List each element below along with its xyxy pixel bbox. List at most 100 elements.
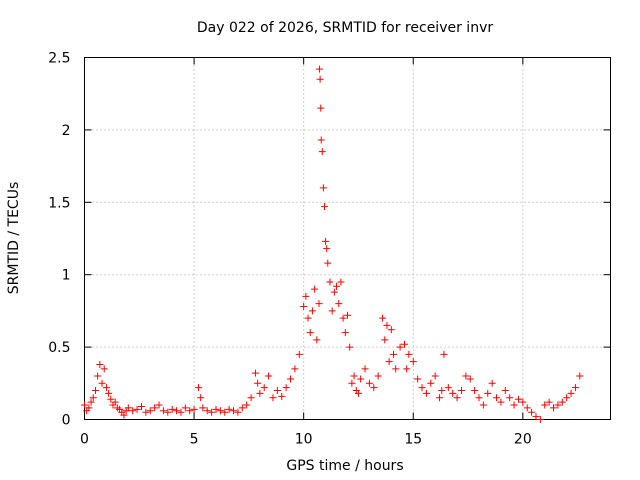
data-point (318, 148, 326, 156)
data-point (203, 407, 211, 415)
data-point (381, 336, 389, 344)
x-tick-label: 0 (80, 432, 89, 448)
data-point (315, 65, 323, 73)
data-point (230, 407, 238, 415)
data-point (278, 392, 286, 400)
data-point (243, 401, 251, 409)
data-point (247, 394, 255, 402)
data-point (497, 398, 505, 406)
data-point (317, 136, 325, 144)
data-point (440, 350, 448, 358)
data-point (85, 404, 93, 412)
data-point (105, 389, 113, 397)
data-point (422, 389, 430, 397)
data-point (576, 372, 584, 380)
data-point (323, 245, 331, 253)
data-point (341, 329, 349, 337)
data-point (405, 350, 413, 358)
data-point (385, 358, 393, 366)
data-point (400, 340, 408, 348)
data-point (164, 408, 172, 416)
data-point (306, 329, 314, 337)
data-point (151, 404, 159, 412)
data-point (313, 336, 321, 344)
data-point (471, 387, 479, 395)
data-point (311, 285, 319, 293)
data-point (168, 405, 176, 413)
data-point (319, 184, 327, 192)
data-point (291, 365, 299, 373)
data-point (322, 237, 330, 245)
data-point (315, 300, 323, 308)
data-point (493, 394, 501, 402)
data-point (479, 401, 487, 409)
data-point (475, 394, 483, 402)
data-point (320, 203, 328, 211)
data-point (558, 398, 566, 406)
data-point (344, 311, 351, 319)
data-point (216, 407, 224, 415)
data-point (124, 404, 132, 412)
data-point (510, 401, 518, 409)
data-point (173, 407, 181, 415)
data-point (260, 384, 268, 392)
data-point (102, 384, 110, 392)
data-point (444, 384, 452, 392)
data-point (519, 398, 527, 406)
data-point (190, 405, 198, 413)
data-point (379, 314, 387, 322)
x-tick-label: 10 (295, 432, 313, 448)
data-point (208, 408, 216, 416)
data-point (523, 404, 531, 412)
data-point (120, 411, 128, 419)
y-axis-label: SRMTID / TECUs (6, 182, 22, 295)
data-point (186, 407, 194, 415)
data-point (295, 350, 303, 358)
data-point (457, 387, 465, 395)
data-point (107, 395, 115, 403)
data-point (370, 384, 378, 392)
data-point (133, 405, 141, 413)
data-point (265, 372, 273, 380)
data-point (392, 365, 400, 373)
data-point (567, 389, 575, 397)
data-point (100, 365, 108, 373)
data-point (337, 278, 345, 286)
data-point (238, 404, 246, 412)
data-point (254, 379, 262, 387)
data-point (91, 387, 99, 395)
data-point (453, 394, 461, 402)
data-point (181, 404, 189, 412)
x-axis-label: GPS time / hours (286, 458, 403, 474)
y-tick-label: 2 (62, 123, 71, 139)
data-point (545, 398, 553, 406)
data-point (304, 314, 312, 322)
data-point (339, 314, 347, 322)
data-point (89, 394, 97, 402)
data-point (302, 292, 310, 300)
data-point (137, 402, 145, 410)
data-point (390, 350, 398, 358)
data-point (563, 394, 571, 402)
data-point (324, 259, 332, 267)
data-point (330, 288, 338, 296)
data-point (418, 384, 426, 392)
data-point (350, 372, 358, 380)
data-point (449, 389, 457, 397)
data-point (146, 407, 154, 415)
data-point (308, 307, 316, 315)
data-point (269, 394, 277, 402)
data-point (348, 379, 356, 387)
data-point (414, 375, 422, 383)
data-point (212, 405, 220, 413)
data-point (273, 387, 281, 395)
data-point (383, 321, 391, 329)
data-point (488, 379, 496, 387)
data-point (365, 379, 373, 387)
data-point (514, 395, 522, 403)
data-point (438, 387, 446, 395)
data-point (532, 413, 540, 421)
data-point (354, 389, 362, 397)
data-point (541, 401, 549, 409)
